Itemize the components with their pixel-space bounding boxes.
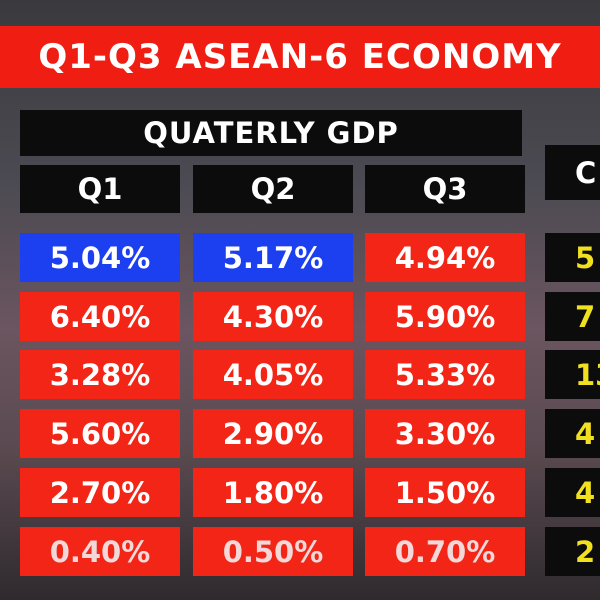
gdp-cell: 1.50% — [365, 468, 525, 517]
gdp-cell: 5.60% — [20, 409, 180, 458]
gdp-cell: 5.17% — [193, 233, 353, 282]
title-bar: Q1-Q3 ASEAN-6 ECONOMY — [0, 26, 600, 88]
side-cell: 5 — [545, 233, 600, 282]
side-cell: 7 — [545, 292, 600, 341]
column-header: Q3 — [365, 165, 525, 213]
side-header: C — [545, 145, 600, 200]
gdp-cell: 4.05% — [193, 350, 353, 399]
gdp-cell: 3.28% — [20, 350, 180, 399]
gdp-cell: 2.70% — [20, 468, 180, 517]
gdp-cell: 6.40% — [20, 292, 180, 341]
side-cell: 4 — [545, 468, 600, 517]
side-cell: 13 — [545, 350, 600, 399]
column-header: Q1 — [20, 165, 180, 213]
gdp-cell: 5.04% — [20, 233, 180, 282]
side-cell: 4 — [545, 409, 600, 458]
gdp-cell: 5.90% — [365, 292, 525, 341]
gdp-cell: 3.30% — [365, 409, 525, 458]
gdp-cell: 0.40% — [20, 527, 180, 576]
group-header: QUATERLY GDP — [20, 110, 522, 156]
gdp-cell: 1.80% — [193, 468, 353, 517]
column-header: Q2 — [193, 165, 353, 213]
gdp-cell: 2.90% — [193, 409, 353, 458]
gdp-cell: 0.50% — [193, 527, 353, 576]
gdp-cell: 0.70% — [365, 527, 525, 576]
side-cell: 2 — [545, 527, 600, 576]
gdp-cell: 4.94% — [365, 233, 525, 282]
gdp-cell: 5.33% — [365, 350, 525, 399]
gdp-cell: 4.30% — [193, 292, 353, 341]
